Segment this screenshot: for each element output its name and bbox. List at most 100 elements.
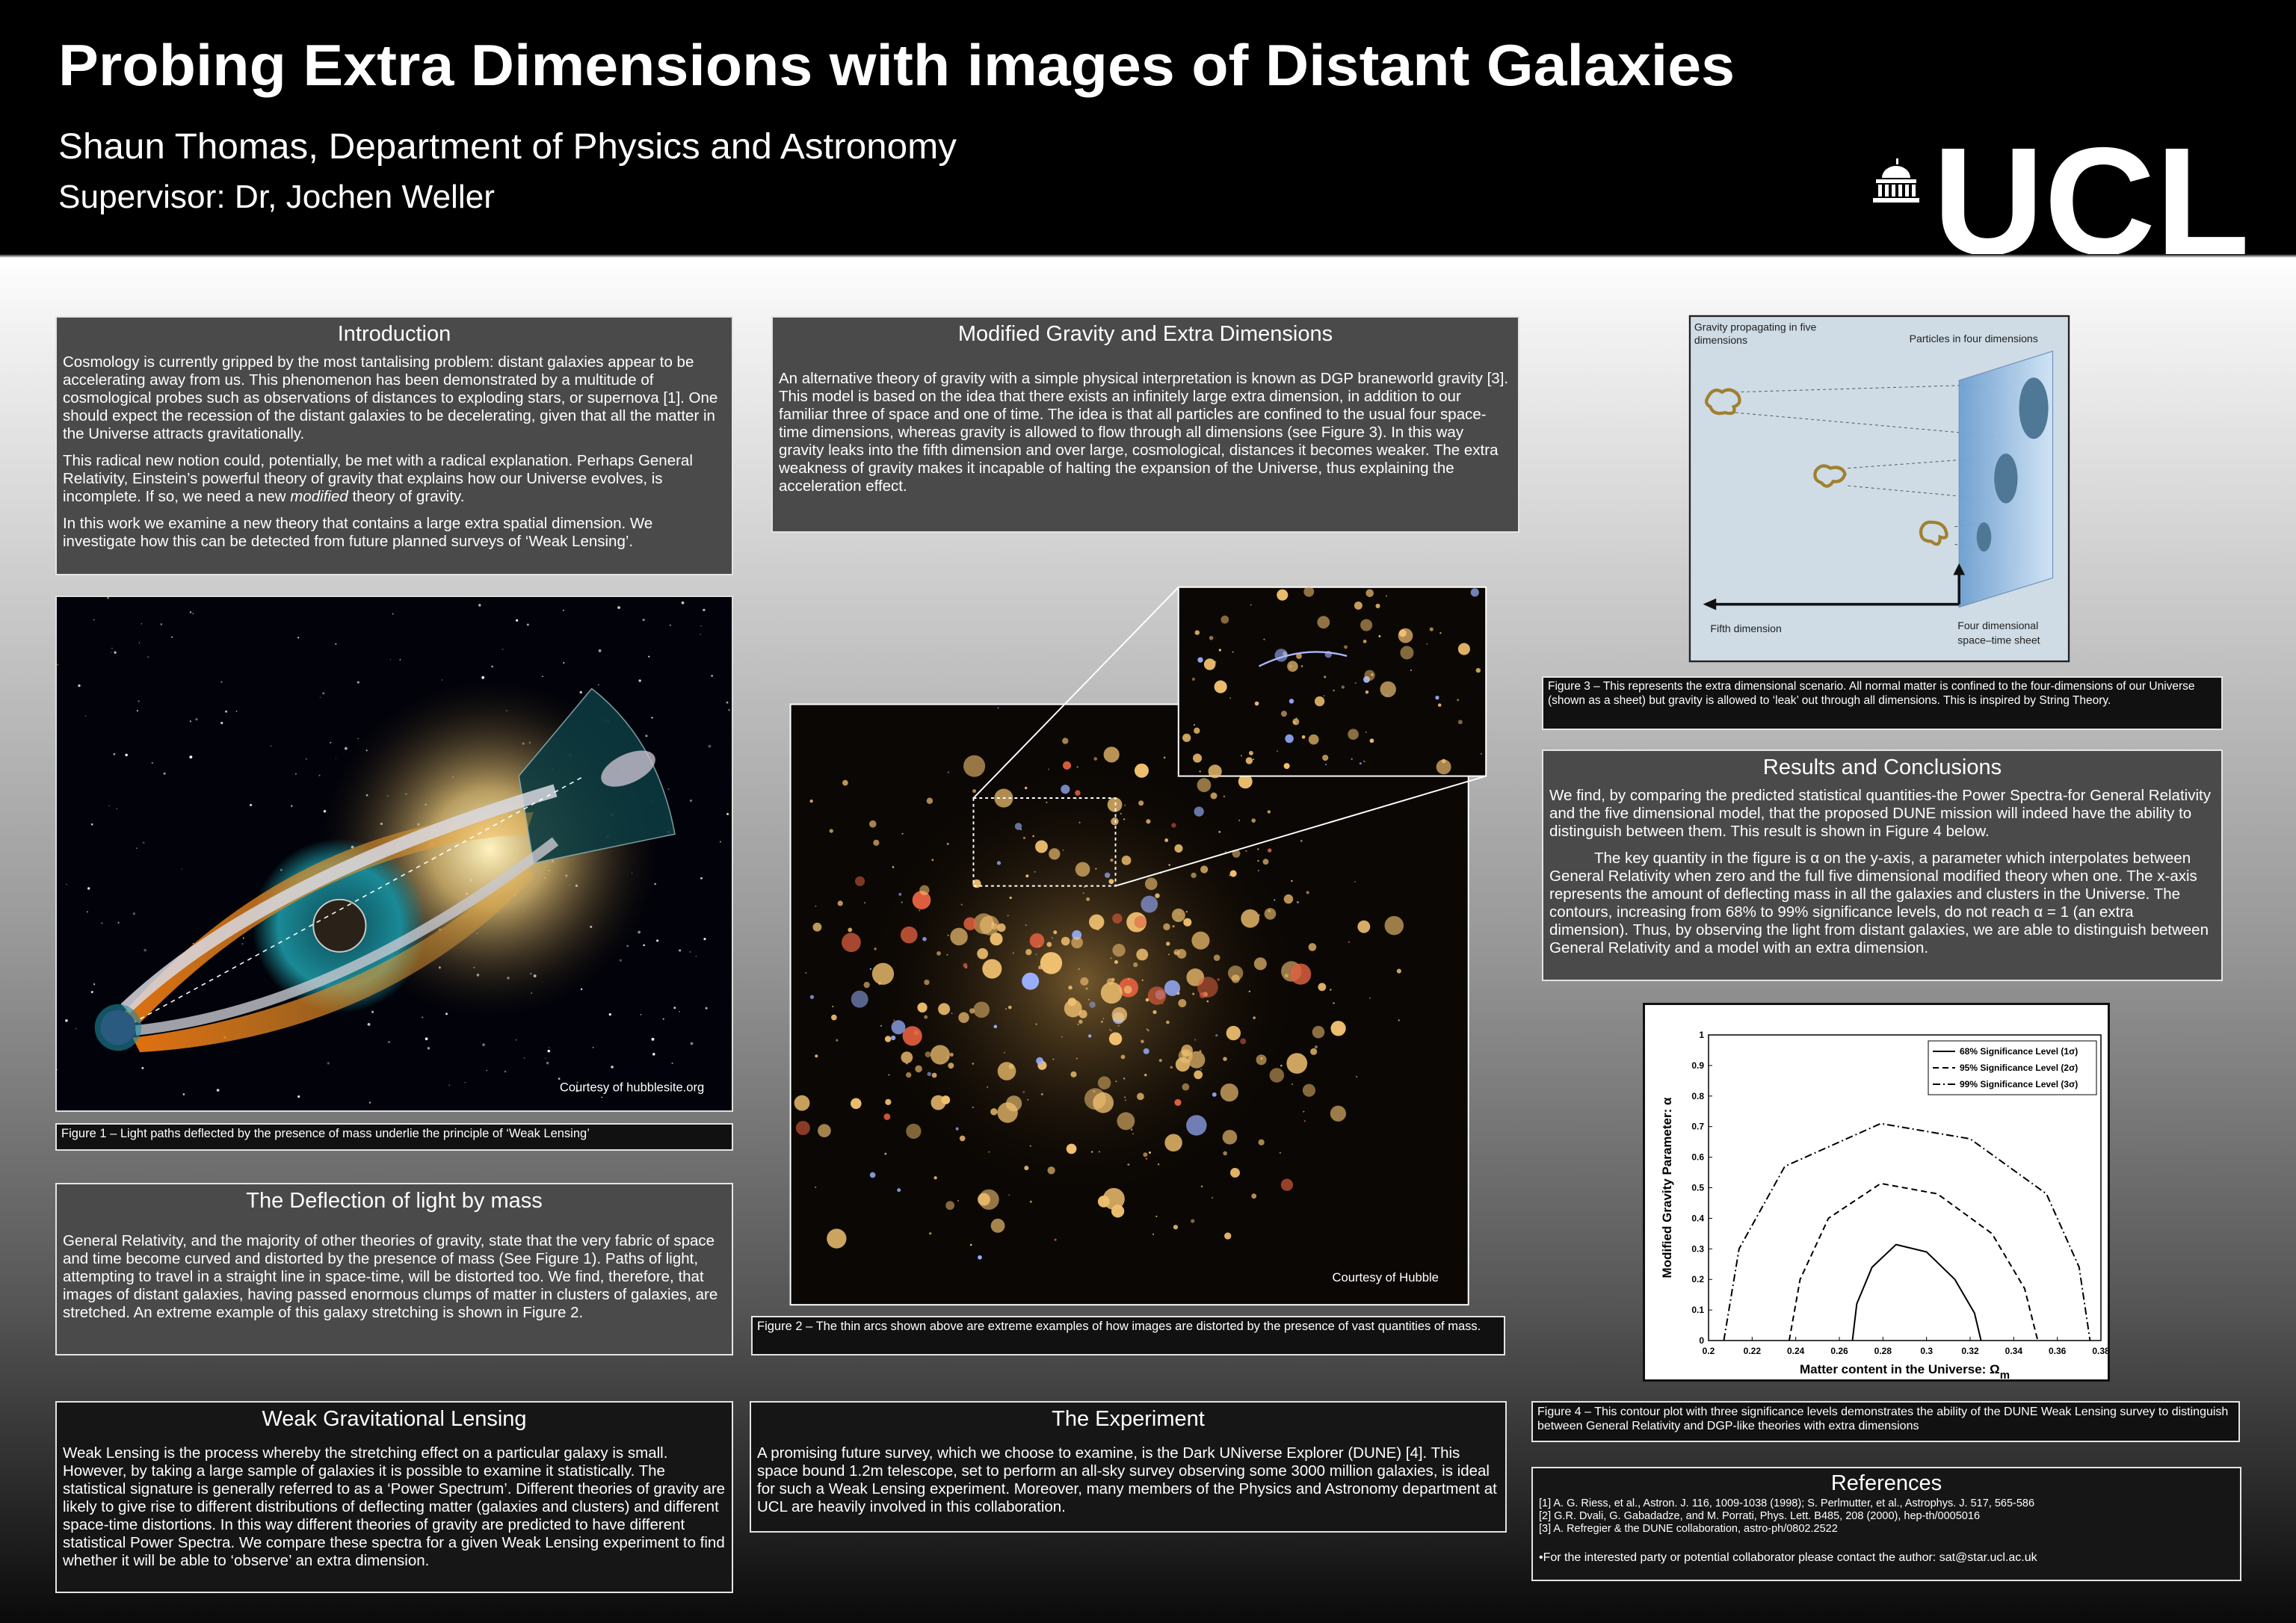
galaxy [1147, 1029, 1149, 1032]
galaxy [1027, 1098, 1029, 1101]
supervisor: Supervisor: Dr, Jochen Weller [58, 179, 495, 215]
galaxy [1022, 1090, 1025, 1094]
intro-paragraph: Cosmology is currently gripped by the mo… [63, 353, 726, 443]
galaxy [1284, 973, 1289, 978]
galaxy [1360, 619, 1373, 631]
galaxy [1475, 667, 1481, 673]
galaxy [815, 1054, 818, 1058]
galaxy [1036, 1057, 1044, 1065]
star [243, 937, 244, 939]
galaxy [1426, 643, 1428, 645]
star [357, 738, 359, 740]
galaxy [1164, 980, 1181, 996]
y-tick-label: 0.4 [1691, 1213, 1704, 1223]
galaxy [1124, 1096, 1126, 1098]
results-paragraph: We find, by comparing the predicted stat… [1549, 786, 2211, 840]
galaxy [815, 905, 817, 907]
star [719, 841, 721, 843]
x-tick-label: 0.38 [2092, 1346, 2110, 1356]
galaxy [1386, 595, 1388, 597]
star [107, 597, 110, 599]
x-axis-label-subscript: m [2000, 1369, 2010, 1382]
galaxy [1047, 1166, 1055, 1175]
galaxy [900, 926, 918, 944]
galaxy [1292, 1083, 1294, 1086]
star [220, 722, 223, 725]
star [319, 696, 321, 698]
galaxy [1138, 800, 1144, 806]
star [136, 847, 138, 849]
galaxy [1089, 1001, 1096, 1008]
star [136, 710, 139, 712]
galaxy [958, 1012, 969, 1023]
galaxy [946, 953, 948, 956]
contact: •For the interested party or potential c… [1539, 1551, 2037, 1565]
galaxy [869, 968, 871, 970]
star [422, 1016, 424, 1018]
reference: [2] G.R. Dvali, G. Gabadadze, and M. Por… [1539, 1510, 1981, 1523]
galaxy [1330, 1021, 1346, 1036]
galaxy [890, 1035, 896, 1041]
galaxy [1163, 923, 1170, 931]
figure1-credit: Courtesy of hubblesite.org [560, 1081, 704, 1095]
star [399, 659, 401, 661]
galaxy [1174, 844, 1183, 853]
galaxy [1209, 635, 1214, 640]
galaxy [1276, 750, 1278, 752]
x-axis-label-text: Matter content in the Universe: Ω [1800, 1362, 2000, 1376]
galaxy [1146, 1028, 1148, 1030]
galaxy [1217, 978, 1220, 981]
star [367, 1022, 371, 1026]
galaxy [1108, 879, 1114, 885]
galaxy [1245, 850, 1247, 852]
galaxy [963, 917, 977, 930]
galaxy [1341, 685, 1345, 689]
galaxy [1085, 987, 1088, 990]
galaxy [1172, 925, 1175, 928]
results-heading: Results and Conclusions [1762, 755, 2002, 779]
figure3-diagram: Gravity propagating in five dimensions P… [1688, 315, 2070, 663]
galaxy [946, 1057, 949, 1059]
galaxy [1022, 836, 1026, 840]
galaxy [1384, 915, 1404, 936]
star [504, 1070, 507, 1073]
galaxy [1457, 720, 1463, 725]
galaxy [1088, 1034, 1092, 1038]
star [673, 1007, 676, 1010]
star [638, 930, 641, 934]
star [392, 613, 394, 615]
galaxy [1078, 968, 1080, 970]
galaxy [1012, 952, 1014, 954]
y-tick-label: 0.6 [1691, 1152, 1704, 1163]
star [654, 883, 655, 885]
galaxy [1141, 1039, 1144, 1043]
galaxy [1324, 764, 1327, 766]
galaxy [1007, 915, 1009, 917]
galaxy [963, 755, 986, 777]
galaxy [1102, 1017, 1105, 1019]
galaxy [1097, 1076, 1111, 1089]
experiment-panel: The Experiment A promising future survey… [750, 1401, 1507, 1533]
references-heading: References [1830, 1471, 1942, 1495]
galaxy [1359, 762, 1362, 765]
weak-lensing-panel: Weak Gravitational Lensing Weak Lensing … [55, 1401, 733, 1593]
galaxy [851, 1098, 862, 1110]
galaxy [1066, 1143, 1077, 1154]
star [335, 643, 337, 645]
galaxy [1323, 695, 1325, 697]
x-tick-label: 0.36 [2049, 1346, 2067, 1356]
results-paragraph: The key quantity in the figure is α on t… [1549, 849, 2209, 956]
galaxy [1112, 944, 1126, 957]
galaxy [927, 1072, 931, 1077]
galaxy [1436, 759, 1451, 775]
star [388, 1041, 391, 1044]
x-tick-label: 0.34 [2005, 1346, 2023, 1356]
star [611, 1066, 614, 1069]
galaxy [1145, 1157, 1148, 1160]
y-tick-label: 0.9 [1691, 1060, 1704, 1071]
galaxy [1061, 1036, 1063, 1038]
galaxy [1193, 724, 1196, 726]
figure2-image: Courtesy of Hubble [789, 586, 1487, 1306]
galaxy [1365, 731, 1367, 733]
sheet-label: Four dimensional [1957, 619, 2038, 631]
